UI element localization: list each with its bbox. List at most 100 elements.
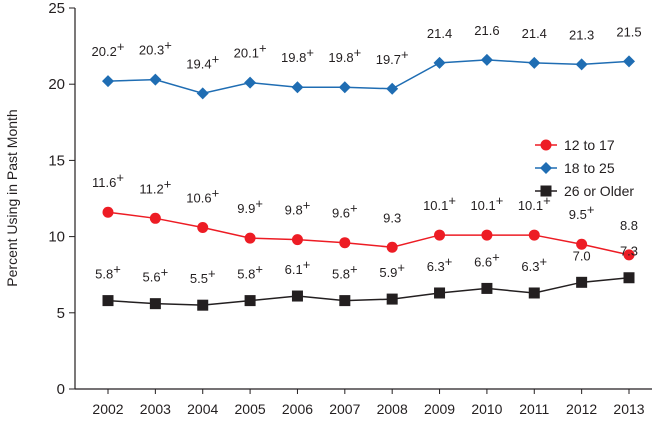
x-tick-label: 2009: [424, 401, 455, 417]
data-point: [244, 232, 256, 244]
data-point: [480, 53, 493, 66]
data-label: 6.1+: [285, 257, 311, 277]
data-label: 7.0: [573, 248, 591, 263]
data-label: 10.1+: [470, 193, 503, 213]
data-label: 7.3: [620, 244, 638, 259]
data-label: 9.8+: [285, 198, 311, 218]
significance-marker: +: [255, 262, 263, 277]
data-point: [528, 287, 540, 299]
data-point: [576, 238, 588, 250]
data-point: [338, 81, 351, 94]
y-axis-label: Percent Using in Past Month: [4, 109, 20, 286]
x-tick-label: 2005: [235, 401, 266, 417]
significance-marker: +: [496, 193, 504, 208]
x-tick-label: 2013: [613, 401, 644, 417]
data-point: [623, 249, 635, 261]
series-line-1: [107, 59, 630, 95]
legend-marker: [540, 139, 552, 151]
data-point: [339, 295, 351, 307]
y-tick-label: 25: [48, 0, 65, 17]
data-point: [149, 212, 161, 224]
data-point: [481, 282, 493, 294]
data-point: [433, 56, 446, 69]
data-label: 20.2+: [92, 39, 125, 59]
data-label: 21.6: [474, 23, 499, 38]
data-label: 5.8+: [332, 262, 358, 282]
x-tick-label: 2010: [471, 401, 502, 417]
y-tick-label: 15: [48, 152, 65, 169]
significance-marker: +: [448, 193, 456, 208]
data-point: [102, 295, 114, 307]
data-point: [291, 234, 303, 246]
data-label: 9.6+: [332, 201, 358, 221]
data-point: [434, 287, 446, 299]
data-label: 10.1+: [423, 193, 456, 213]
data-label: 11.6+: [92, 170, 124, 190]
data-label: 20.1+: [234, 41, 267, 61]
data-label: 6.6+: [474, 249, 500, 269]
data-point: [149, 298, 161, 310]
data-point: [339, 237, 351, 249]
y-tick-label: 10: [48, 229, 65, 246]
x-tick-label: 2011: [519, 401, 549, 417]
data-point: [623, 272, 635, 284]
data-label: 9.5+: [569, 202, 595, 222]
data-point: [102, 75, 114, 88]
significance-marker: +: [540, 254, 548, 269]
data-label: 19.7+: [376, 47, 409, 67]
significance-marker: +: [164, 38, 172, 53]
significance-marker: +: [116, 170, 124, 185]
data-point: [386, 241, 398, 253]
data-point: [196, 87, 209, 100]
significance-marker: +: [212, 185, 220, 200]
data-label: 19.8+: [328, 45, 361, 65]
data-label: 20.3+: [139, 38, 172, 58]
data-label: 10.6+: [186, 185, 219, 205]
data-point: [575, 58, 588, 71]
data-point: [197, 299, 209, 311]
significance-marker: +: [117, 39, 125, 54]
significance-marker: +: [259, 41, 267, 56]
significance-marker: +: [397, 260, 405, 275]
significance-marker: +: [354, 45, 362, 60]
data-point: [244, 76, 257, 89]
data-point: [576, 276, 588, 288]
series-line-0: [107, 211, 630, 256]
data-point: [291, 290, 303, 302]
data-label: 5.5+: [190, 266, 216, 286]
significance-marker: +: [587, 202, 595, 217]
data-point: [197, 221, 209, 233]
data-point: [623, 55, 635, 68]
legend-label: 26 or Older: [564, 183, 634, 199]
data-label: 8.8: [620, 218, 638, 233]
data-point: [434, 229, 446, 241]
significance-marker: +: [255, 196, 263, 211]
x-tick-label: 2008: [377, 401, 408, 417]
data-label: 11.2+: [139, 176, 171, 196]
significance-marker: +: [350, 262, 358, 277]
x-tick-label: 2012: [566, 401, 597, 417]
significance-marker: +: [212, 51, 220, 66]
significance-marker: +: [164, 176, 172, 191]
y-tick-label: 5: [57, 305, 65, 322]
data-label: 5.6+: [143, 265, 169, 285]
data-label: 9.9+: [237, 196, 263, 216]
x-tick-label: 2006: [282, 401, 313, 417]
data-point: [528, 56, 541, 69]
data-point: [102, 206, 114, 218]
significance-marker: +: [208, 266, 216, 281]
data-point: [481, 229, 493, 241]
x-tick-label: 2004: [187, 401, 218, 417]
significance-marker: +: [492, 249, 500, 264]
data-point: [149, 73, 162, 86]
significance-marker: +: [445, 254, 453, 269]
legend-label: 18 to 25: [564, 160, 615, 176]
data-label: 6.3+: [427, 254, 453, 274]
data-label: 6.3+: [521, 254, 547, 274]
legend-marker: [540, 162, 552, 174]
x-tick-label: 2002: [92, 401, 123, 417]
data-label: 21.4: [522, 26, 547, 41]
significance-marker: +: [401, 47, 409, 62]
data-point: [386, 82, 399, 95]
